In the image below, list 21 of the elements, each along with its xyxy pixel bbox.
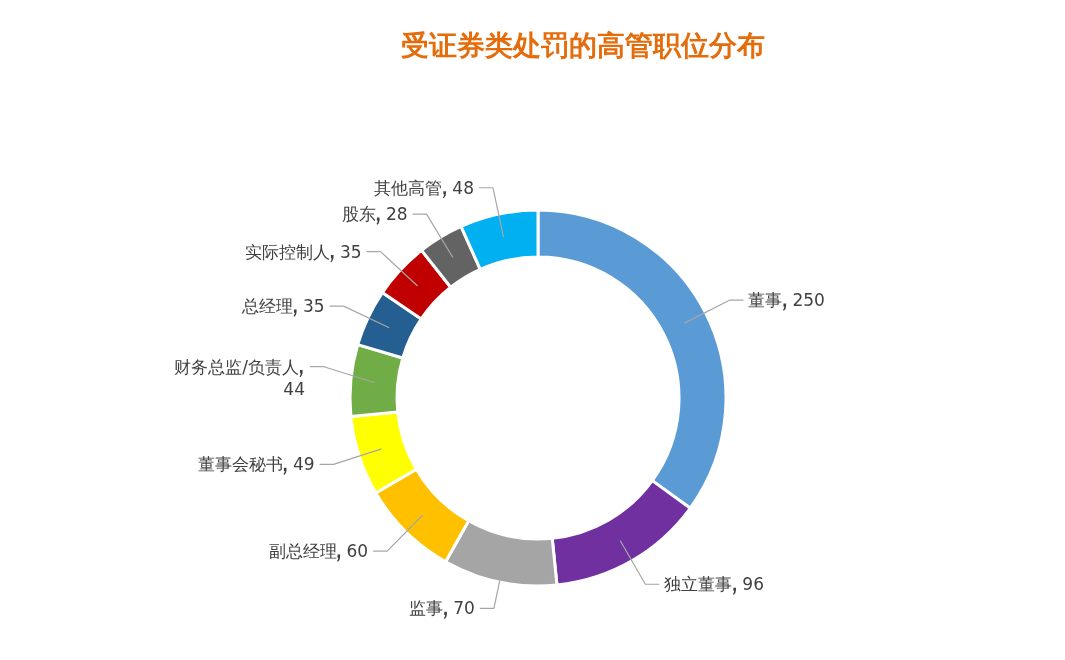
data-label: 35	[339, 241, 362, 262]
slice-label: 董事	[748, 290, 783, 311]
data-label: 49	[292, 454, 315, 475]
chart-title: 受证券类处罚的高管职位分布	[401, 29, 765, 62]
data-label: 44	[283, 378, 305, 399]
data-label: 250	[792, 290, 825, 311]
data-label: 60	[346, 541, 369, 562]
slice-label: 董事会秘书	[197, 454, 283, 475]
slice-label: 其他高管	[374, 177, 443, 198]
data-label: 35	[302, 296, 325, 317]
slice-label: 财务总监/负责人	[174, 356, 299, 377]
data-label: 28	[385, 204, 408, 225]
slice-label: 独立董事	[664, 574, 733, 595]
slice-label: 总经理	[240, 296, 293, 317]
slice-label: 监事	[409, 598, 444, 619]
slice-label: 股东	[341, 204, 376, 225]
slice-label: 副总经理	[268, 541, 337, 562]
data-label: 70	[453, 598, 475, 619]
slice-label: 实际控制人	[244, 241, 330, 262]
data-label: 48	[452, 177, 474, 198]
data-label: 96	[742, 574, 764, 595]
